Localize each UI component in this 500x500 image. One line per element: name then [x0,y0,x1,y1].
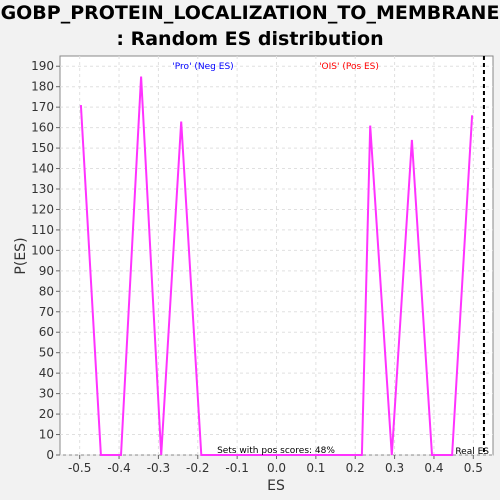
y-tick-label: 60 [39,325,54,339]
x-tick-label: -0.3 [147,461,170,475]
y-tick-label: 140 [31,162,54,176]
x-tick-label: 0.5 [464,461,483,475]
legend-neg-es: 'Pro' (Neg ES) [172,62,233,72]
x-tick-label: 0.4 [424,461,443,475]
y-tick-label: 120 [31,202,54,216]
y-tick-label: 40 [39,366,54,380]
legend-pos-es: 'OIS' (Pos ES) [319,62,379,72]
grid-lines [60,56,493,456]
y-tick-label: 90 [39,264,54,278]
y-axis-label: P(ES) [13,237,29,274]
x-tick-label: -0.5 [68,461,91,475]
y-tick-label: 10 [39,428,54,442]
x-tick-label: 0.1 [306,461,325,475]
y-tick-label: 190 [31,59,54,73]
y-tick-label: 170 [31,100,54,114]
y-tick-label: 70 [39,305,54,319]
es-series-line [79,76,474,456]
y-tick-label: 0 [46,448,54,462]
x-tick-label: -0.2 [186,461,209,475]
x-axis-ticks: -0.5 -0.4 -0.3 -0.2 -0.1 0.0 0.1 0.2 0.3 0.4 0.5 [68,455,483,475]
chart-title-line-2: : Random ES distribution [116,28,383,50]
y-tick-label: 50 [39,346,54,360]
x-tick-label: -0.1 [225,461,248,475]
y-axis-ticks: 0 10 20 30 40 50 60 70 80 90 100 110 120 130 140 150 160… [31,59,60,462]
x-tick-label: -0.4 [107,461,130,475]
y-tick-label: 130 [31,182,54,196]
x-tick-label: 0.3 [385,461,404,475]
real-es-label: Real ES [455,447,489,457]
series-layer [79,76,474,456]
y-tick-label: 20 [39,407,54,421]
x-tick-label: 0.0 [267,461,286,475]
y-tick-label: 150 [31,141,54,155]
y-tick-label: 110 [31,223,54,237]
y-tick-label: 80 [39,284,54,298]
y-tick-label: 160 [31,121,54,135]
x-tick-label: 0.2 [346,461,365,475]
y-tick-label: 30 [39,387,54,401]
y-tick-label: 100 [31,243,54,257]
chart-title-line-1: GOBP_PROTEIN_LOCALIZATION_TO_MEMBRANE [1,2,500,24]
x-axis-label: ES [267,478,285,494]
y-tick-label: 180 [31,80,54,94]
pos-scores-annotation: Sets with pos scores: 48% [217,446,335,456]
